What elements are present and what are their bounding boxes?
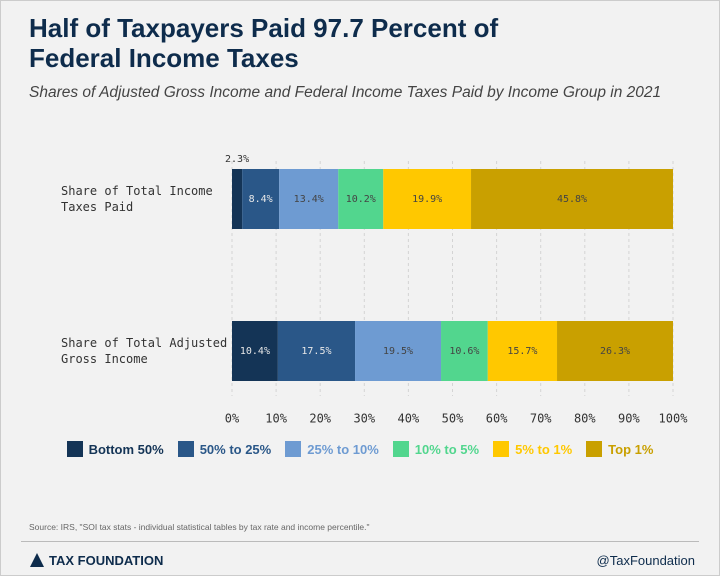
legend-item: Bottom 50% xyxy=(66,441,164,457)
plot: 0% 10% 20% 30% 40% 50% 60% 70% 80% 90% 100% 2.3% 8.4… xyxy=(225,154,689,426)
bar-segment xyxy=(338,169,384,229)
chart-subtitle: Shares of Adjusted Gross Income and Fede… xyxy=(29,84,662,101)
legend-item: 50% to 25% xyxy=(177,441,272,457)
x-tick-label: 40% xyxy=(398,412,420,426)
value-label: 10.4% xyxy=(240,346,270,357)
x-tick-label: 30% xyxy=(353,412,375,426)
bar-segment xyxy=(471,169,673,229)
legend-item: 5% to 1% xyxy=(493,441,572,457)
legend-label: Top 1% xyxy=(608,441,654,457)
x-tick-label: 10% xyxy=(265,412,287,426)
legend-swatch xyxy=(285,441,302,457)
legend: Bottom 50% 50% to 25% 25% to 10% 10% to 5% 5… xyxy=(1,441,719,457)
value-label: 15.7% xyxy=(507,346,537,357)
bar-segment xyxy=(487,321,558,381)
bar-segment xyxy=(277,321,356,381)
legend-swatch xyxy=(493,441,510,457)
bar-segment xyxy=(557,321,673,381)
x-tick-label: 20% xyxy=(309,412,331,426)
x-tick-label: 70% xyxy=(530,412,552,426)
legend-swatch xyxy=(586,441,603,457)
value-label: 45.8% xyxy=(557,194,587,205)
value-label: 10.2% xyxy=(346,194,376,205)
x-tick-label: 100% xyxy=(659,412,689,426)
x-tick-label: 60% xyxy=(486,412,508,426)
source: Source: IRS, "SOI tax stats - individual… xyxy=(29,522,370,532)
bar-segment xyxy=(441,321,488,381)
value-label: 17.5% xyxy=(301,346,331,357)
x-tick-label: 80% xyxy=(574,412,596,426)
legend-swatch xyxy=(177,441,194,457)
legend-item: 10% to 5% xyxy=(392,441,480,457)
value-label: 13.4% xyxy=(294,194,324,205)
category-label: Share of Total Adjusted Gross Income xyxy=(61,336,228,366)
bar-segment xyxy=(355,321,442,381)
bar-segment xyxy=(232,169,243,229)
x-tick-label: 90% xyxy=(618,412,640,426)
value-label: 8.4% xyxy=(249,194,273,205)
value-label: 19.9% xyxy=(412,194,442,205)
handle: @TaxFoundation xyxy=(596,553,695,568)
legend-item: Top 1% xyxy=(586,441,653,457)
bar-segment xyxy=(279,169,339,229)
chart-title: Half of Taxpayers Paid 97.7 Percent of F… xyxy=(29,13,499,73)
value-label: 2.3% xyxy=(225,154,249,165)
logo xyxy=(30,553,44,567)
legend-label: 50% to 25% xyxy=(199,441,272,457)
legend-swatch xyxy=(392,441,409,457)
value-label: 26.3% xyxy=(600,346,630,357)
legend-swatch xyxy=(66,441,83,457)
category-label: Share of Total Income Taxes Paid xyxy=(61,184,213,214)
value-label: 10.6% xyxy=(449,346,479,357)
legend-label: 5% to 1% xyxy=(515,441,573,457)
legend-item: 25% to 10% xyxy=(285,441,379,457)
bar-segment xyxy=(383,169,472,229)
legend-label: Bottom 50% xyxy=(88,441,164,457)
legend-label: 25% to 10% xyxy=(307,441,379,457)
x-tick-label: 50% xyxy=(442,412,464,426)
value-label: 19.5% xyxy=(383,346,413,357)
bar-segment xyxy=(232,321,278,381)
footer-rule xyxy=(21,541,699,542)
x-tick-label: 0% xyxy=(225,412,240,426)
legend-label: 10% to 5% xyxy=(414,441,480,457)
bar-segment xyxy=(242,169,280,229)
brand: TAX FOUNDATION xyxy=(49,553,164,568)
